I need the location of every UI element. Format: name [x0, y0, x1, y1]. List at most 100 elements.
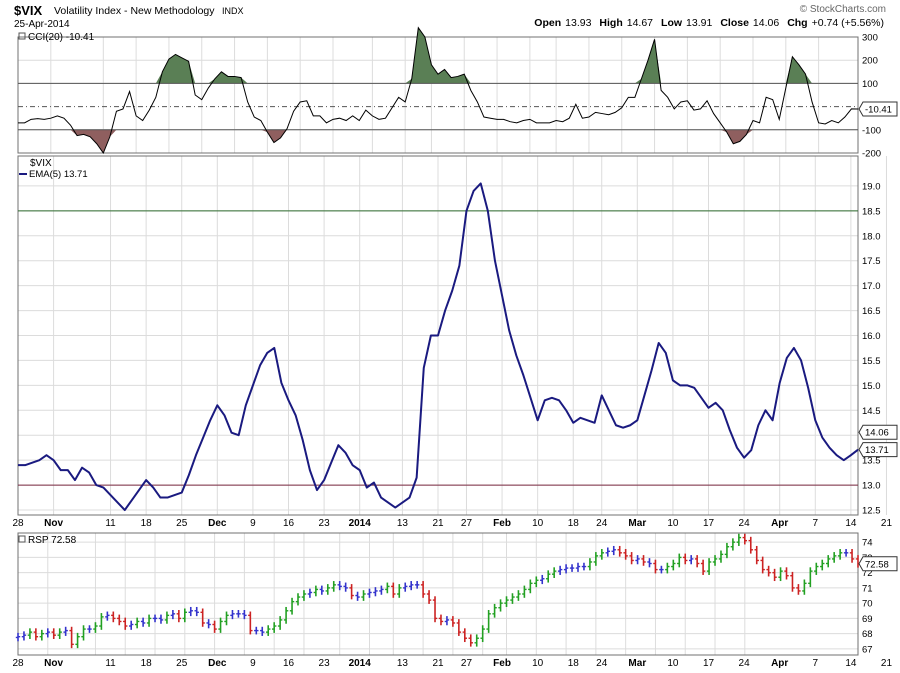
ohlc-bar [563, 564, 569, 574]
cci-overbought-fill [18, 27, 858, 84]
x-tick-label: Feb [493, 658, 511, 669]
chart-header: $VIX Volatility Index - New Methodology … [14, 3, 886, 30]
ohlc-bar [27, 628, 33, 639]
ohlc-bar [212, 620, 217, 633]
ohlc-bar [75, 632, 80, 649]
ohlc-bar [111, 611, 116, 623]
ohlc-bar [504, 596, 509, 607]
ohlc-bar [635, 555, 640, 565]
x-tick-label: 23 [319, 518, 331, 529]
ohlc-bar [295, 593, 301, 606]
y-tick-label: 13.5 [862, 456, 881, 467]
x-tick-label: Dec [208, 518, 227, 529]
ohlc-bar [683, 553, 688, 565]
ohlc-bar [724, 542, 730, 559]
ohlc-bar [468, 634, 473, 647]
y-tick-label: 100 [862, 79, 878, 90]
ohlc-bar [260, 626, 265, 636]
vix-ema-tag-box [858, 442, 898, 458]
ohlc-bar [87, 625, 92, 633]
x-tick-label: 25 [176, 658, 188, 669]
ohlc-bar [474, 634, 479, 647]
ohlc-bar [528, 579, 533, 594]
ohlc-bar [730, 538, 736, 551]
ohlc-bar [373, 587, 378, 597]
ohlc-bar [480, 625, 485, 643]
x-tick-label: 24 [596, 658, 608, 669]
y-tick-label: 17.0 [862, 281, 881, 292]
ohlc-bar [593, 552, 599, 566]
ohlc-bar [849, 549, 855, 563]
panel-frame [17, 532, 859, 656]
y-tick-label: 17.5 [862, 256, 881, 267]
ohlc-bar [760, 556, 765, 574]
close-value: 14.06 [753, 17, 779, 29]
ohlc-bar [712, 555, 718, 566]
ohlc-bar [51, 628, 56, 639]
ema-legend: EMA(5) 13.71 [29, 169, 88, 180]
ohlc-bar [462, 628, 468, 643]
ohlc-bar [403, 582, 408, 592]
y-tick-label: 200 [862, 56, 878, 67]
ohlc-bar [230, 610, 235, 620]
x-tick-label: 9 [250, 658, 256, 669]
ohlc-bar [522, 585, 527, 598]
ohlc-bar [617, 545, 622, 557]
y-tick-label: 71 [862, 583, 873, 594]
ohlc-bar [516, 590, 521, 601]
ohlc-bar [540, 574, 545, 585]
x-tick-label: 23 [319, 658, 331, 669]
x-tick-label: 24 [596, 518, 608, 529]
ohlc-bar [123, 617, 128, 630]
x-tick-label: Dec [208, 658, 227, 669]
ohlc-bar [242, 610, 247, 620]
ohlc-bar [331, 581, 336, 592]
panel-frame [17, 155, 859, 516]
ohlc-bar [659, 565, 664, 574]
ohlc-bar [557, 565, 563, 575]
ohlc-bar [176, 610, 182, 623]
ohlc-bar [694, 555, 700, 568]
ohlc-bar [301, 590, 307, 601]
ohlc-bar [820, 559, 825, 571]
ohlc-bar [831, 552, 837, 563]
x-tick-label: 18 [568, 518, 580, 529]
vix-close-tag-box [858, 424, 898, 440]
ohlc-bar [605, 547, 610, 557]
ohlc-bar [784, 567, 789, 580]
stockcharts-brand: © StockCharts.com [800, 4, 886, 15]
ohlc-bar [325, 584, 330, 595]
x-tick-label: 21 [881, 518, 893, 529]
x-tick-label: Nov [44, 658, 63, 669]
chg-label: Chg [787, 17, 807, 29]
high-value: 14.67 [627, 17, 653, 29]
ohlc-bar [397, 584, 402, 598]
ohlc-bar [307, 588, 313, 598]
ohlc-bar [814, 562, 819, 575]
y-tick-label: 19.0 [862, 181, 881, 192]
exchange-label: INDX [222, 6, 244, 16]
ohlc-bar [117, 614, 122, 626]
x-tick-label: Apr [771, 518, 788, 529]
cci-legend-swatch [18, 32, 26, 40]
vix-close-tag: 14.06 [865, 428, 889, 439]
ohlc-bar [546, 570, 551, 583]
ohlc-bar [391, 582, 396, 598]
cci-legend: CCI(20) -10.41 [28, 32, 95, 43]
x-tick-label: 27 [461, 658, 473, 669]
panel-frame [17, 36, 859, 154]
ohlc-bar [236, 610, 241, 618]
vix-ema-line [18, 182, 859, 512]
y-tick-label: 12.5 [862, 506, 881, 517]
x-tick-label: 2014 [349, 658, 372, 669]
y-tick-label: 74 [862, 538, 873, 549]
ohlc-bar [337, 581, 342, 591]
x-tick-label: 10 [667, 518, 679, 529]
cci-last-value-tag-box [858, 101, 898, 117]
y-tick-label: 70 [862, 599, 873, 610]
x-tick-label: 10 [532, 658, 544, 669]
y-tick-label: 16.5 [862, 306, 881, 317]
x-tick-label: 18 [141, 518, 153, 529]
ohlc-bar [492, 603, 497, 618]
